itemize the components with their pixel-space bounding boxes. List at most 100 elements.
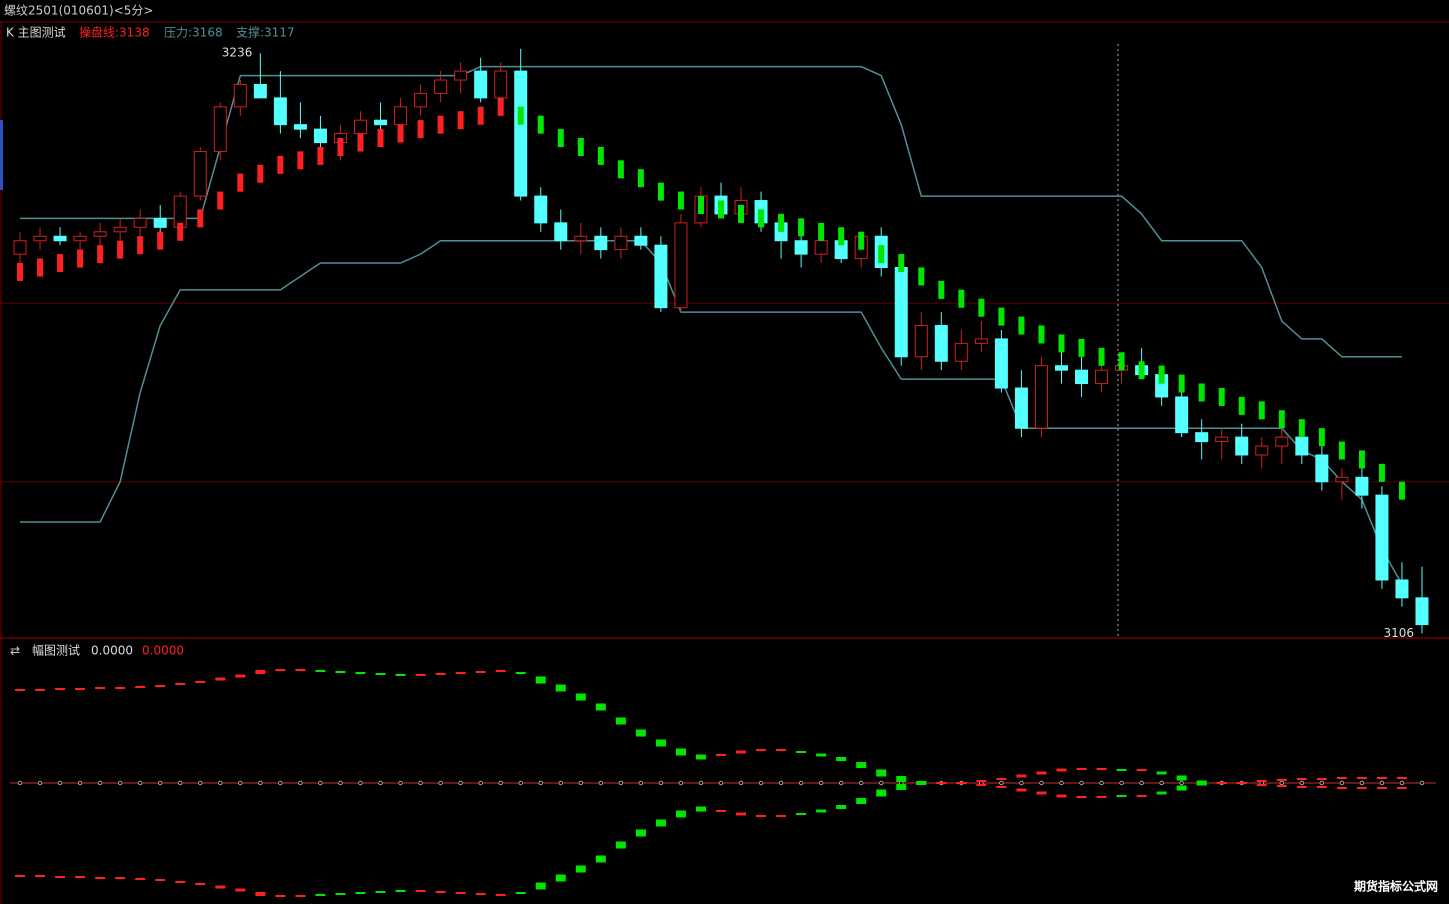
zero-dot <box>758 780 764 786</box>
candle-body <box>73 235 87 242</box>
candle-body <box>93 231 107 237</box>
zero-dot <box>578 780 584 786</box>
amplitude-mark <box>1196 780 1207 786</box>
zero-dot <box>178 780 183 786</box>
candle-body <box>554 222 568 242</box>
trade-line-segment <box>57 254 64 273</box>
readout: 0.0000 <box>91 644 133 658</box>
zero-dot <box>1139 780 1144 786</box>
amplitude-mark <box>55 876 66 878</box>
zero-dot <box>137 780 143 786</box>
amplitude-mark <box>1316 778 1327 780</box>
candle-body <box>1034 365 1048 429</box>
zero-dot <box>1399 780 1405 786</box>
zero-dot <box>558 780 563 786</box>
amplitude-mark <box>175 881 186 883</box>
amplitude-mark <box>535 882 546 890</box>
trade-line-segment <box>858 231 865 250</box>
legend-entry: 压力:3168 <box>164 26 223 40</box>
candle-body <box>1335 476 1349 483</box>
zero-dot <box>798 780 804 786</box>
trade-line-segment <box>818 222 825 241</box>
amplitude-mark <box>235 888 246 892</box>
candle-body <box>1175 396 1189 434</box>
amplitude-mark <box>1156 771 1167 775</box>
amplitude-mark <box>956 782 967 784</box>
amplitude-mark <box>535 676 546 684</box>
candle-body <box>914 325 928 358</box>
zero-dot <box>999 780 1004 786</box>
amplitude-mark <box>415 890 426 892</box>
amplitude-mark <box>335 671 346 673</box>
candle-body <box>934 325 948 362</box>
amplitude-mark <box>1296 778 1307 780</box>
amplitude-mark <box>996 786 1007 788</box>
trade-line-segment <box>597 146 604 165</box>
amplitude-mark <box>475 893 486 895</box>
trade-line-segment <box>938 280 945 299</box>
zero-dot <box>498 780 503 786</box>
amplitude-mark <box>856 798 867 804</box>
amplitude-mark <box>1376 777 1387 779</box>
zero-dot <box>1079 780 1084 786</box>
amplitude-mark <box>1056 768 1067 772</box>
amplitude-mark <box>275 895 286 897</box>
side-marker <box>0 120 3 190</box>
candle-body <box>974 338 988 344</box>
zero-dot <box>518 780 523 786</box>
amplitude-mark <box>175 683 186 685</box>
amplitude-mark <box>736 812 747 816</box>
trade-line-segment <box>197 209 204 228</box>
amplitude-mark <box>1396 787 1407 789</box>
amplitude-mark <box>195 883 206 885</box>
zero-dot <box>718 780 724 786</box>
amplitude-mark <box>1136 769 1147 771</box>
amplitude-mark <box>495 894 506 896</box>
amplitude-mark <box>615 841 626 849</box>
amplitude-mark <box>1076 768 1087 770</box>
candle-body <box>1415 597 1429 626</box>
amplitude-mark <box>395 674 406 676</box>
zero-dot <box>318 780 323 786</box>
candle-body <box>33 235 47 242</box>
amplitude-mark <box>675 810 686 818</box>
amplitude-mark <box>295 895 306 897</box>
amplitude-mark <box>455 672 466 674</box>
amplitude-mark <box>1356 787 1367 789</box>
amplitude-mark <box>295 669 306 671</box>
amplitude-mark <box>836 805 847 809</box>
candle-body <box>594 235 608 251</box>
amplitude-mark <box>876 769 887 777</box>
zero-dot <box>378 780 383 786</box>
candle-body <box>193 150 207 197</box>
candle-body <box>414 92 428 108</box>
amplitude-mark <box>756 749 767 751</box>
zero-dot <box>1359 780 1365 786</box>
zero-dot <box>1339 780 1345 786</box>
candle-body <box>113 226 127 233</box>
amplitude-mark <box>115 877 126 879</box>
trade-line-segment <box>417 120 424 139</box>
amplitude-mark <box>95 877 106 879</box>
trade-line-segment <box>97 245 104 264</box>
candle-body <box>1355 476 1369 496</box>
candle-body <box>394 106 408 126</box>
trade-line-segment <box>1218 387 1225 406</box>
candle-body <box>794 240 808 255</box>
candle-body <box>674 222 688 309</box>
zero-dot <box>298 780 303 786</box>
trade-line-segment <box>297 151 304 170</box>
amplitude-mark <box>335 893 346 895</box>
amplitude-mark <box>1116 769 1127 771</box>
candle-body <box>1395 579 1409 599</box>
amplitude-mark <box>1096 796 1107 798</box>
trade-line-segment <box>1198 383 1205 402</box>
zero-dot <box>678 780 684 786</box>
amplitude-mark <box>976 784 987 786</box>
amplitude-mark <box>1116 795 1127 797</box>
amplitude-mark <box>155 685 166 687</box>
amplitude-mark <box>796 813 807 815</box>
trade-line-segment <box>17 262 24 281</box>
zero-dot <box>338 780 343 786</box>
